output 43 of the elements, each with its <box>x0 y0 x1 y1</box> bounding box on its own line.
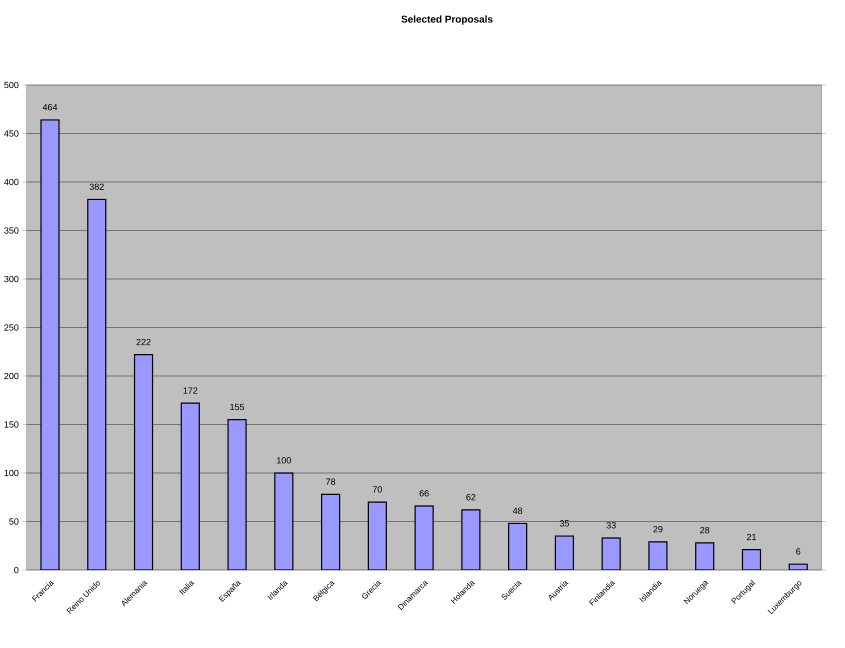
y-tick-label: 400 <box>4 178 18 186</box>
y-tick-label: 200 <box>4 372 18 380</box>
y-tick-label: 250 <box>4 324 18 331</box>
bar <box>508 522 528 570</box>
data-label: 382 <box>90 184 104 190</box>
bar <box>461 509 480 570</box>
y-tick-label: 300 <box>4 276 18 282</box>
data-label: 66 <box>420 490 429 496</box>
data-label: 62 <box>466 494 476 500</box>
y-tick-label: 450 <box>4 130 18 137</box>
data-label: 78 <box>326 478 336 485</box>
bar <box>742 549 762 570</box>
y-tick-label: 50 <box>9 518 18 525</box>
data-label: 222 <box>136 338 151 346</box>
y-tick-label: 150 <box>4 421 18 428</box>
y-tick-label: 100 <box>4 470 18 476</box>
bar <box>87 198 106 570</box>
data-label: 6 <box>796 548 800 555</box>
data-label: 28 <box>700 526 710 534</box>
y-tick-label: 500 <box>4 82 18 88</box>
bar <box>180 402 200 570</box>
bar <box>320 494 340 570</box>
bar <box>368 502 387 570</box>
data-label: 155 <box>230 404 244 410</box>
y-tick-label: 0 <box>14 566 18 574</box>
bar <box>274 472 294 570</box>
chart-title: Selected Proposals <box>401 15 493 25</box>
bar <box>227 419 247 570</box>
data-label: 48 <box>512 508 522 514</box>
data-label: 172 <box>184 387 198 394</box>
bar <box>648 541 668 570</box>
bar <box>40 119 60 570</box>
data-label: 33 <box>606 522 616 528</box>
data-label: 100 <box>277 457 291 464</box>
bar <box>414 505 434 570</box>
data-label: 464 <box>42 104 58 110</box>
bar <box>134 354 154 570</box>
data-label: 29 <box>653 526 663 532</box>
data-label: 35 <box>560 520 570 527</box>
bar <box>554 535 574 570</box>
data-label: 70 <box>372 486 382 493</box>
data-label: 21 <box>746 534 756 540</box>
y-tick-label: 350 <box>4 227 18 234</box>
